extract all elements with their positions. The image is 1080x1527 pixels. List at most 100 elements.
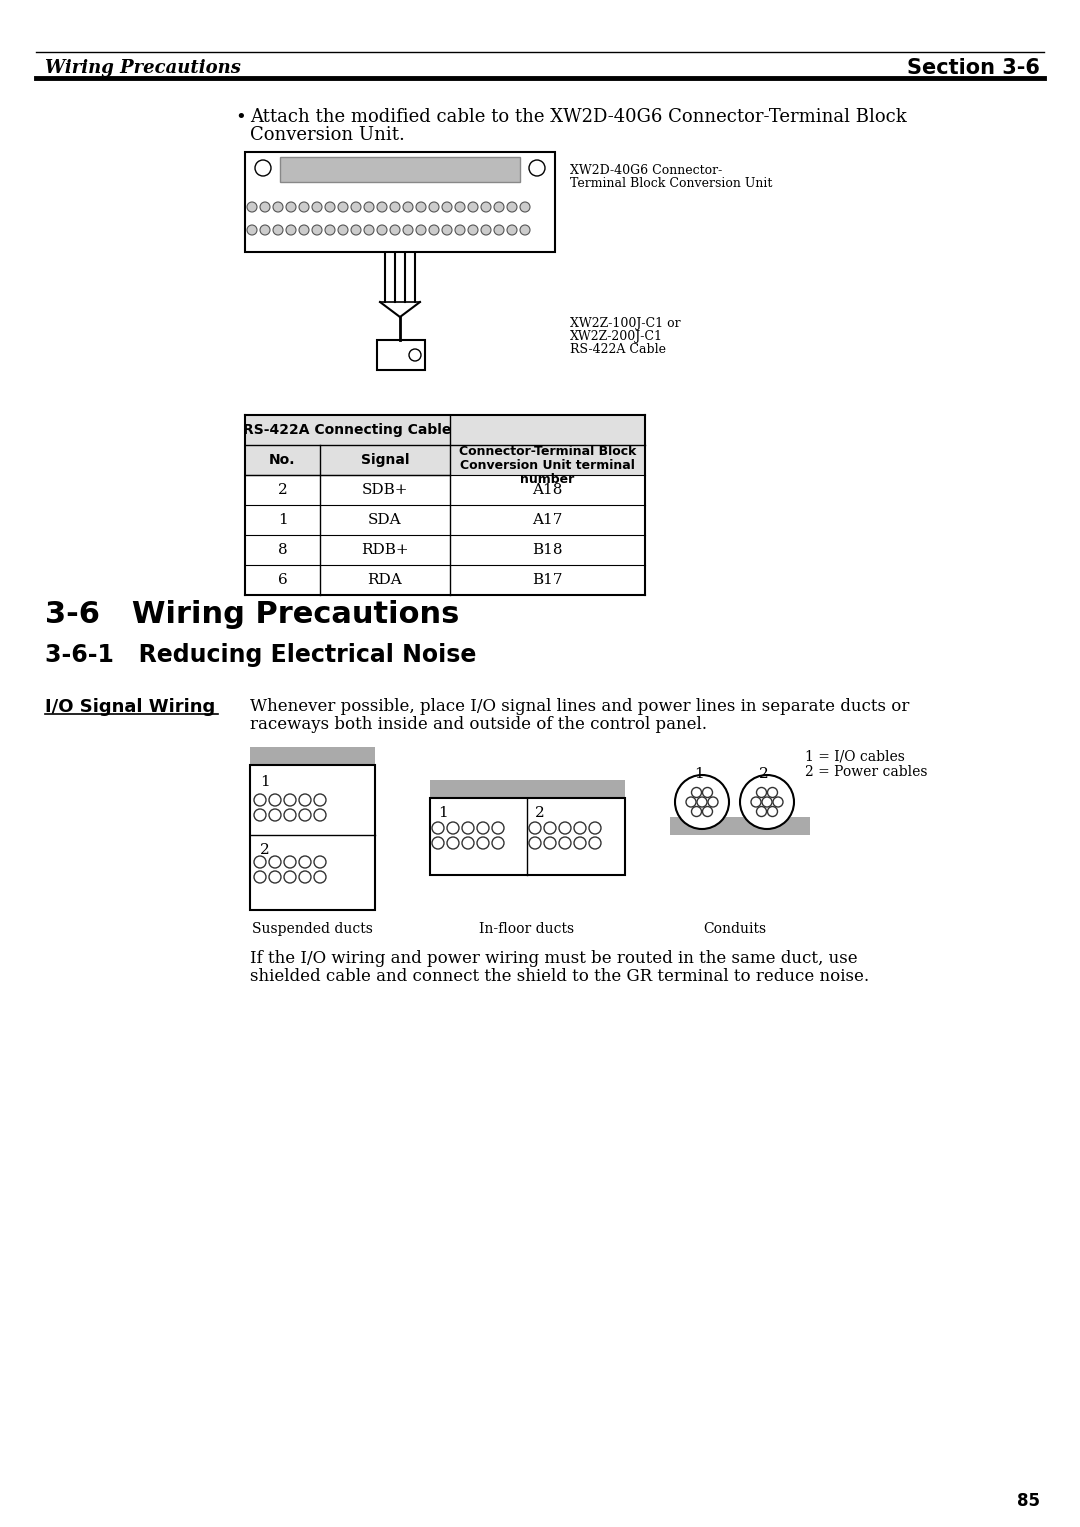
Circle shape	[429, 202, 438, 212]
Circle shape	[299, 794, 311, 806]
Text: 1: 1	[694, 767, 704, 780]
Text: raceways both inside and outside of the control panel.: raceways both inside and outside of the …	[249, 716, 707, 733]
Circle shape	[697, 797, 707, 806]
Bar	[430, 780, 625, 799]
Bar	[377, 341, 426, 370]
Text: XW2D-40G6 Connector-: XW2D-40G6 Connector-	[570, 163, 723, 177]
Text: 6: 6	[278, 573, 287, 586]
Circle shape	[325, 224, 335, 235]
Circle shape	[691, 806, 702, 817]
Circle shape	[409, 350, 421, 360]
Circle shape	[768, 788, 778, 797]
Circle shape	[286, 224, 296, 235]
Circle shape	[364, 202, 374, 212]
Circle shape	[559, 822, 571, 834]
Circle shape	[325, 202, 335, 212]
Circle shape	[455, 202, 465, 212]
Text: I/O Signal Wiring: I/O Signal Wiring	[45, 698, 215, 716]
Text: 2: 2	[759, 767, 769, 780]
Text: 2: 2	[278, 483, 287, 496]
Text: shielded cable and connect the shield to the GR terminal to reduce noise.: shielded cable and connect the shield to…	[249, 968, 869, 985]
Circle shape	[273, 224, 283, 235]
Circle shape	[675, 776, 729, 829]
Circle shape	[529, 160, 545, 176]
Text: If the I/O wiring and power wiring must be routed in the same duct, use: If the I/O wiring and power wiring must …	[249, 950, 858, 967]
Circle shape	[429, 224, 438, 235]
Text: RS-422A Cable: RS-422A Cable	[570, 344, 666, 356]
Circle shape	[702, 806, 713, 817]
Text: A18: A18	[532, 483, 563, 496]
Circle shape	[351, 202, 361, 212]
Text: 2 = Power cables: 2 = Power cables	[805, 765, 928, 779]
Bar	[450, 415, 645, 475]
Circle shape	[314, 857, 326, 867]
Text: B18: B18	[532, 544, 563, 557]
Text: RDB+: RDB+	[361, 544, 409, 557]
Circle shape	[481, 202, 491, 212]
Circle shape	[442, 202, 453, 212]
Bar	[245, 153, 555, 252]
Circle shape	[432, 822, 444, 834]
Circle shape	[481, 224, 491, 235]
Circle shape	[254, 857, 266, 867]
Circle shape	[494, 202, 504, 212]
Circle shape	[312, 202, 322, 212]
Circle shape	[284, 857, 296, 867]
Circle shape	[299, 202, 309, 212]
Text: Signal: Signal	[361, 454, 409, 467]
Circle shape	[416, 224, 426, 235]
Text: RDA: RDA	[367, 573, 403, 586]
Text: 3-6-1   Reducing Electrical Noise: 3-6-1 Reducing Electrical Noise	[45, 643, 476, 667]
Circle shape	[260, 202, 270, 212]
Text: Conversion Unit terminal: Conversion Unit terminal	[460, 460, 635, 472]
Circle shape	[269, 870, 281, 883]
Circle shape	[573, 837, 586, 849]
Circle shape	[740, 776, 794, 829]
Circle shape	[269, 809, 281, 822]
Circle shape	[338, 224, 348, 235]
Bar	[670, 817, 810, 835]
Circle shape	[702, 788, 713, 797]
Circle shape	[254, 870, 266, 883]
Circle shape	[299, 224, 309, 235]
Text: In-floor ducts: In-floor ducts	[480, 922, 575, 936]
Text: 3-6   Wiring Precautions: 3-6 Wiring Precautions	[45, 600, 459, 629]
Circle shape	[284, 809, 296, 822]
Circle shape	[773, 797, 783, 806]
Text: XW2Z-200J-C1: XW2Z-200J-C1	[570, 330, 663, 344]
Circle shape	[269, 857, 281, 867]
Circle shape	[573, 822, 586, 834]
Circle shape	[686, 797, 696, 806]
Circle shape	[519, 202, 530, 212]
Circle shape	[284, 794, 296, 806]
Circle shape	[529, 822, 541, 834]
Circle shape	[299, 809, 311, 822]
Circle shape	[544, 837, 556, 849]
Text: A17: A17	[532, 513, 563, 527]
Circle shape	[254, 794, 266, 806]
Circle shape	[377, 224, 387, 235]
Circle shape	[314, 809, 326, 822]
Text: 2: 2	[535, 806, 544, 820]
Circle shape	[273, 202, 283, 212]
Circle shape	[589, 822, 600, 834]
Circle shape	[403, 202, 413, 212]
Text: Conduits: Conduits	[703, 922, 767, 936]
Text: 1: 1	[278, 513, 287, 527]
Circle shape	[492, 822, 504, 834]
Circle shape	[299, 870, 311, 883]
Text: 1 = I/O cables: 1 = I/O cables	[805, 750, 905, 764]
Circle shape	[468, 202, 478, 212]
Text: Wiring Precautions: Wiring Precautions	[45, 60, 241, 76]
Bar	[245, 444, 450, 475]
Text: SDA: SDA	[368, 513, 402, 527]
Text: 8: 8	[278, 544, 287, 557]
Circle shape	[314, 794, 326, 806]
Circle shape	[299, 857, 311, 867]
Circle shape	[559, 837, 571, 849]
Circle shape	[492, 837, 504, 849]
Text: Attach the modified cable to the XW2D-40G6 Connector-Terminal Block: Attach the modified cable to the XW2D-40…	[249, 108, 907, 127]
Circle shape	[529, 837, 541, 849]
Text: Conversion Unit.: Conversion Unit.	[249, 127, 405, 144]
Circle shape	[691, 788, 702, 797]
